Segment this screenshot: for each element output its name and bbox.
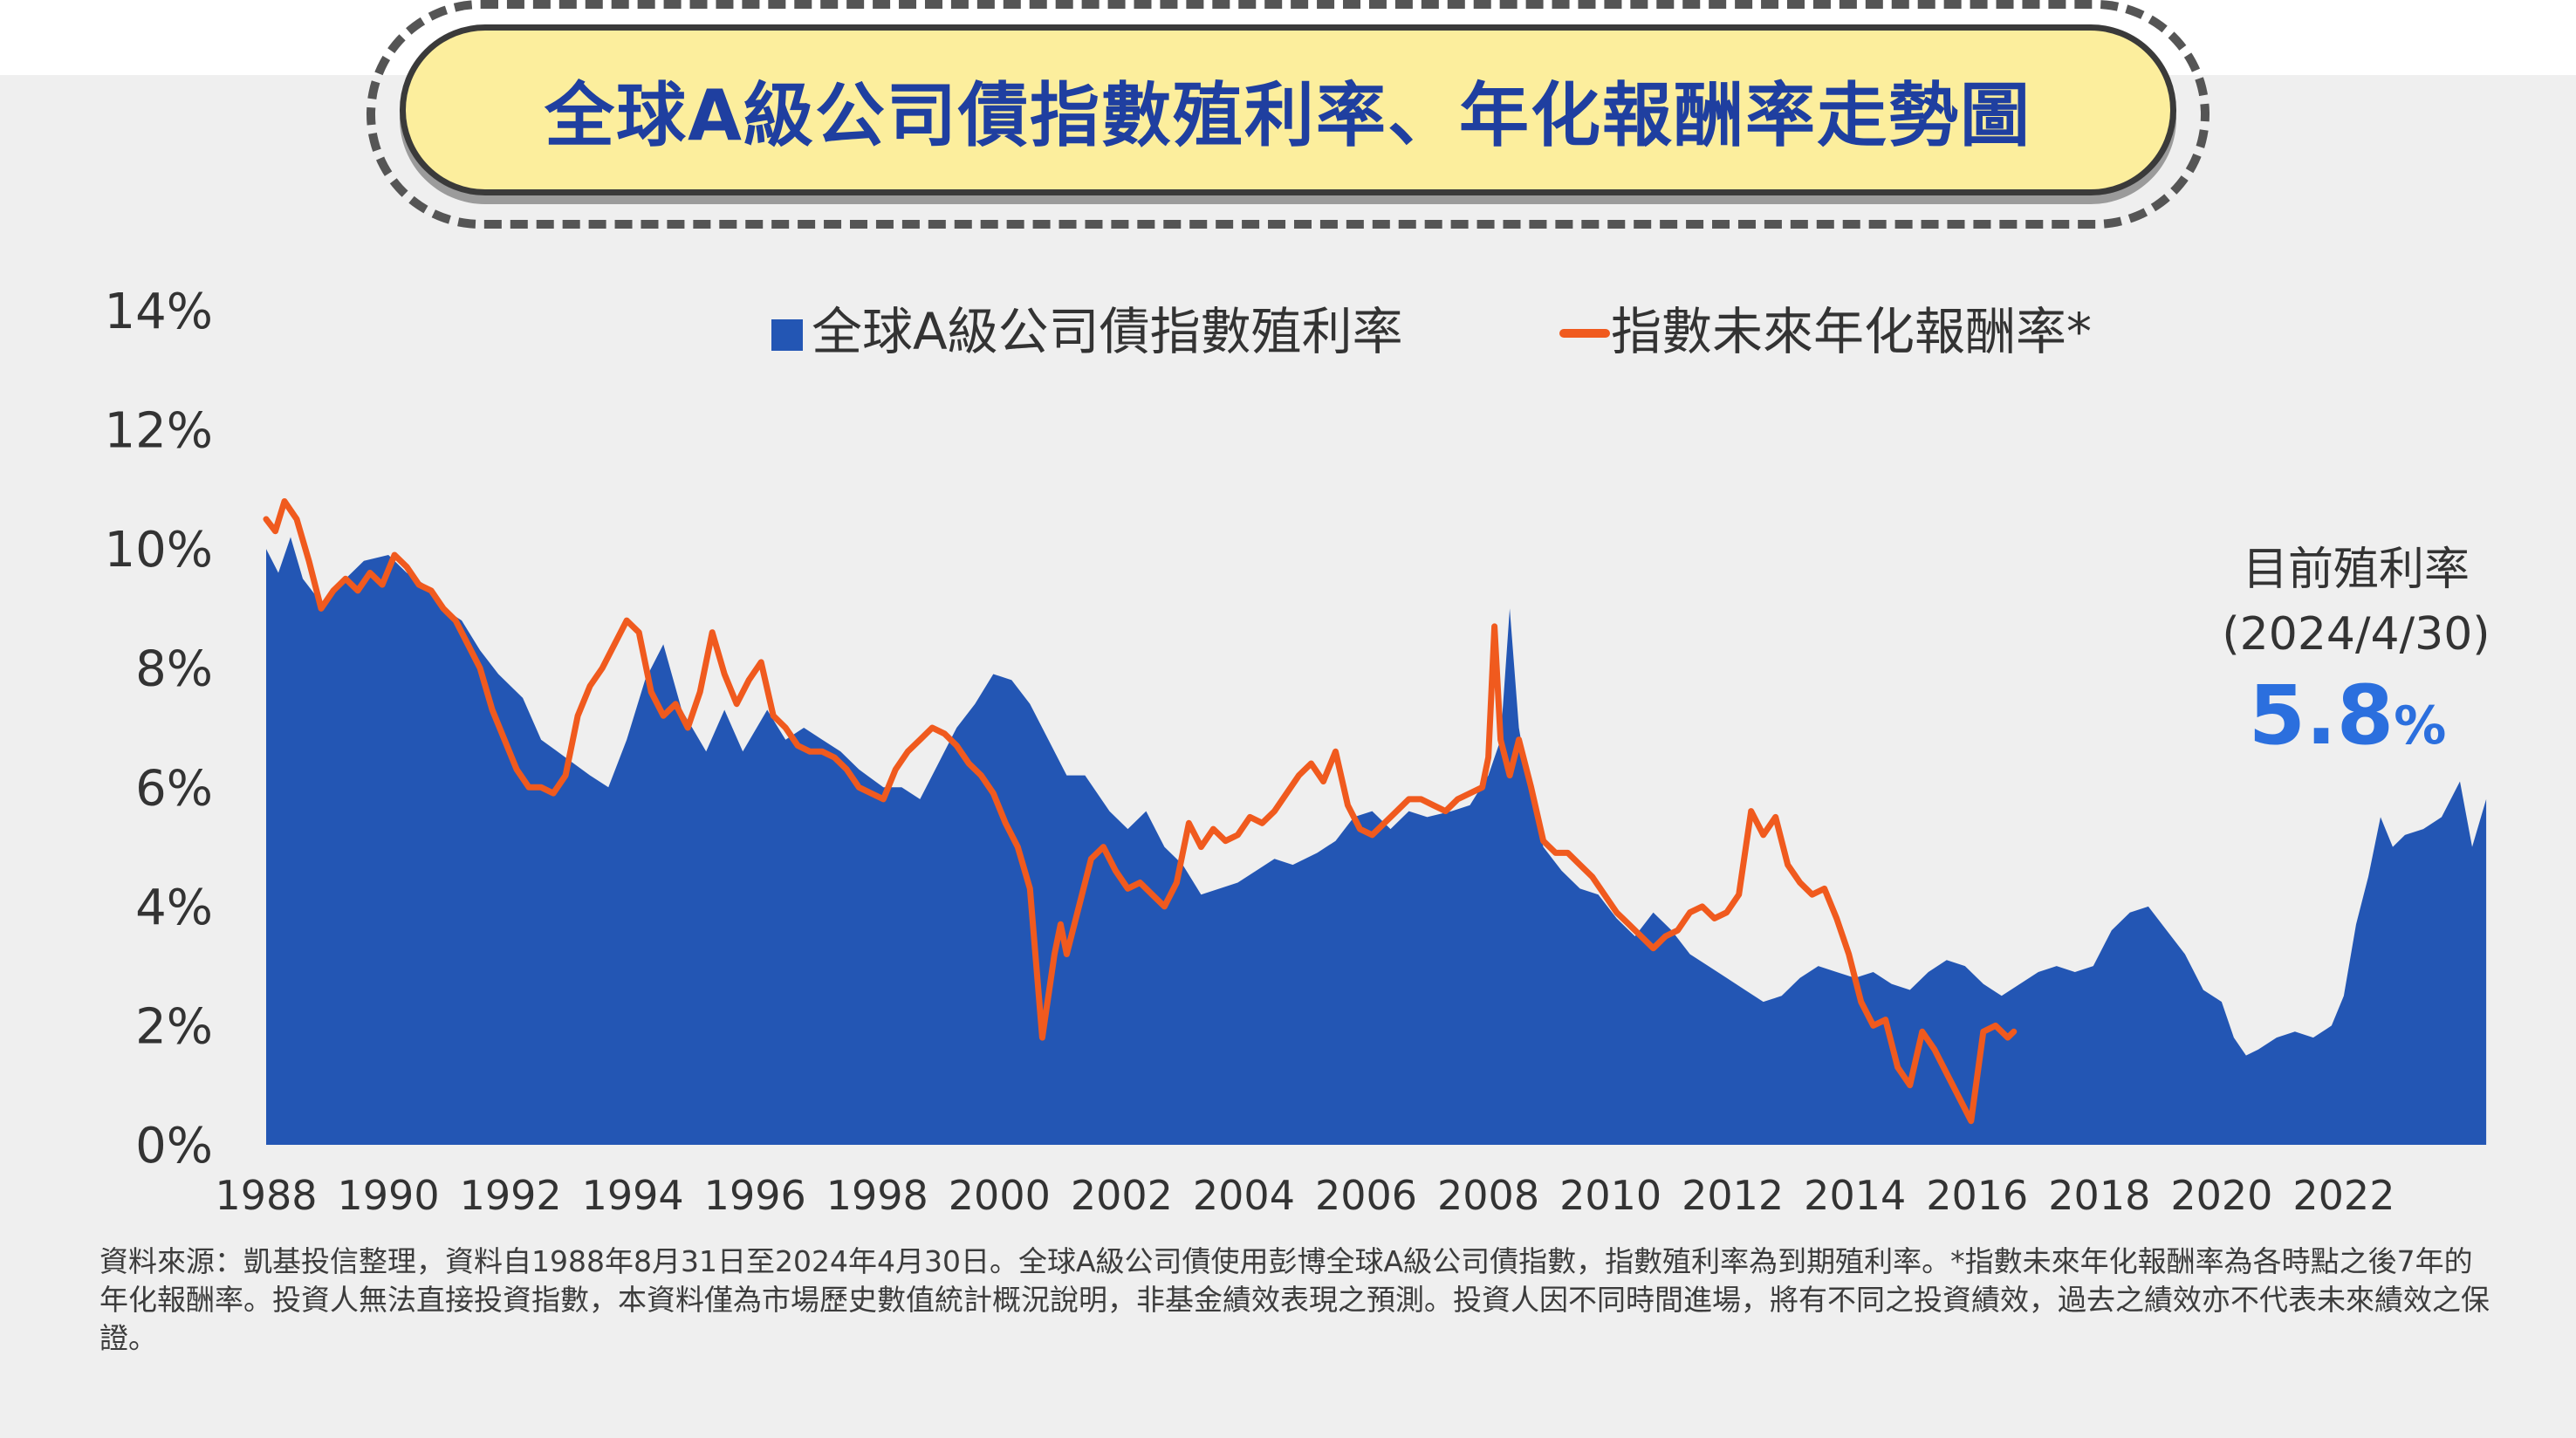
x-tick-label: 1988 xyxy=(215,1172,317,1219)
current-yield-unit: % xyxy=(2394,695,2446,757)
x-tick-label: 2012 xyxy=(1682,1172,1784,1219)
x-tick-label: 2022 xyxy=(2292,1172,2394,1219)
x-tick-label: 2020 xyxy=(2170,1172,2272,1219)
x-tick-label: 2004 xyxy=(1193,1172,1295,1219)
x-tick-label: 1990 xyxy=(338,1172,440,1219)
legend-label-yield: 全球A級公司債指數殖利率 xyxy=(812,302,1403,361)
y-tick-label: 4% xyxy=(135,880,213,936)
x-tick-label: 1992 xyxy=(460,1172,562,1219)
x-tick-label: 2000 xyxy=(949,1172,1051,1219)
y-tick-label: 0% xyxy=(135,1118,213,1174)
x-tick-label: 2016 xyxy=(1926,1172,2028,1219)
x-tick-label: 2014 xyxy=(1804,1172,1906,1219)
series-return-line xyxy=(263,498,2018,1125)
source-footnote: 資料來源：凱基投信整理，資料自1988年8月31日至2024年4月30日。全球A… xyxy=(99,1244,2490,1355)
y-tick-label: 6% xyxy=(135,760,213,817)
title-banner: 全球A級公司債指數殖利率、年化報酬率走勢圖 xyxy=(400,24,2176,195)
y-tick-label: 10% xyxy=(105,522,213,579)
x-tick-label: 1998 xyxy=(826,1172,928,1219)
current-yield-value: 5.8% xyxy=(2249,668,2447,764)
x-tick-label: 2008 xyxy=(1437,1172,1539,1219)
x-tick-label: 2018 xyxy=(2048,1172,2150,1219)
legend-swatch-yield xyxy=(771,319,803,351)
x-tick-label: 2002 xyxy=(1071,1172,1173,1219)
y-tick-label: 12% xyxy=(105,403,213,460)
x-tick-label: 1994 xyxy=(582,1172,684,1219)
current-yield-date: (2024/4/30) xyxy=(2222,608,2490,661)
title-dashed-border xyxy=(367,0,2209,229)
x-tick-label: 1996 xyxy=(704,1172,806,1219)
current-yield-number: 5.8 xyxy=(2249,668,2394,764)
y-tick-label: 8% xyxy=(135,641,213,698)
y-tick-label: 2% xyxy=(135,998,213,1055)
series-yield-area xyxy=(266,537,2487,1145)
x-tick-label: 2010 xyxy=(1559,1172,1661,1219)
x-tick-label: 2006 xyxy=(1315,1172,1417,1219)
y-tick-label: 14% xyxy=(105,284,213,340)
current-yield-label: 目前殖利率 xyxy=(2243,544,2470,596)
legend-label-return: 指數未來年化報酬率* xyxy=(1611,302,2092,361)
page-title: 全球A級公司債指數殖利率、年化報酬率走勢圖 xyxy=(545,75,2031,156)
